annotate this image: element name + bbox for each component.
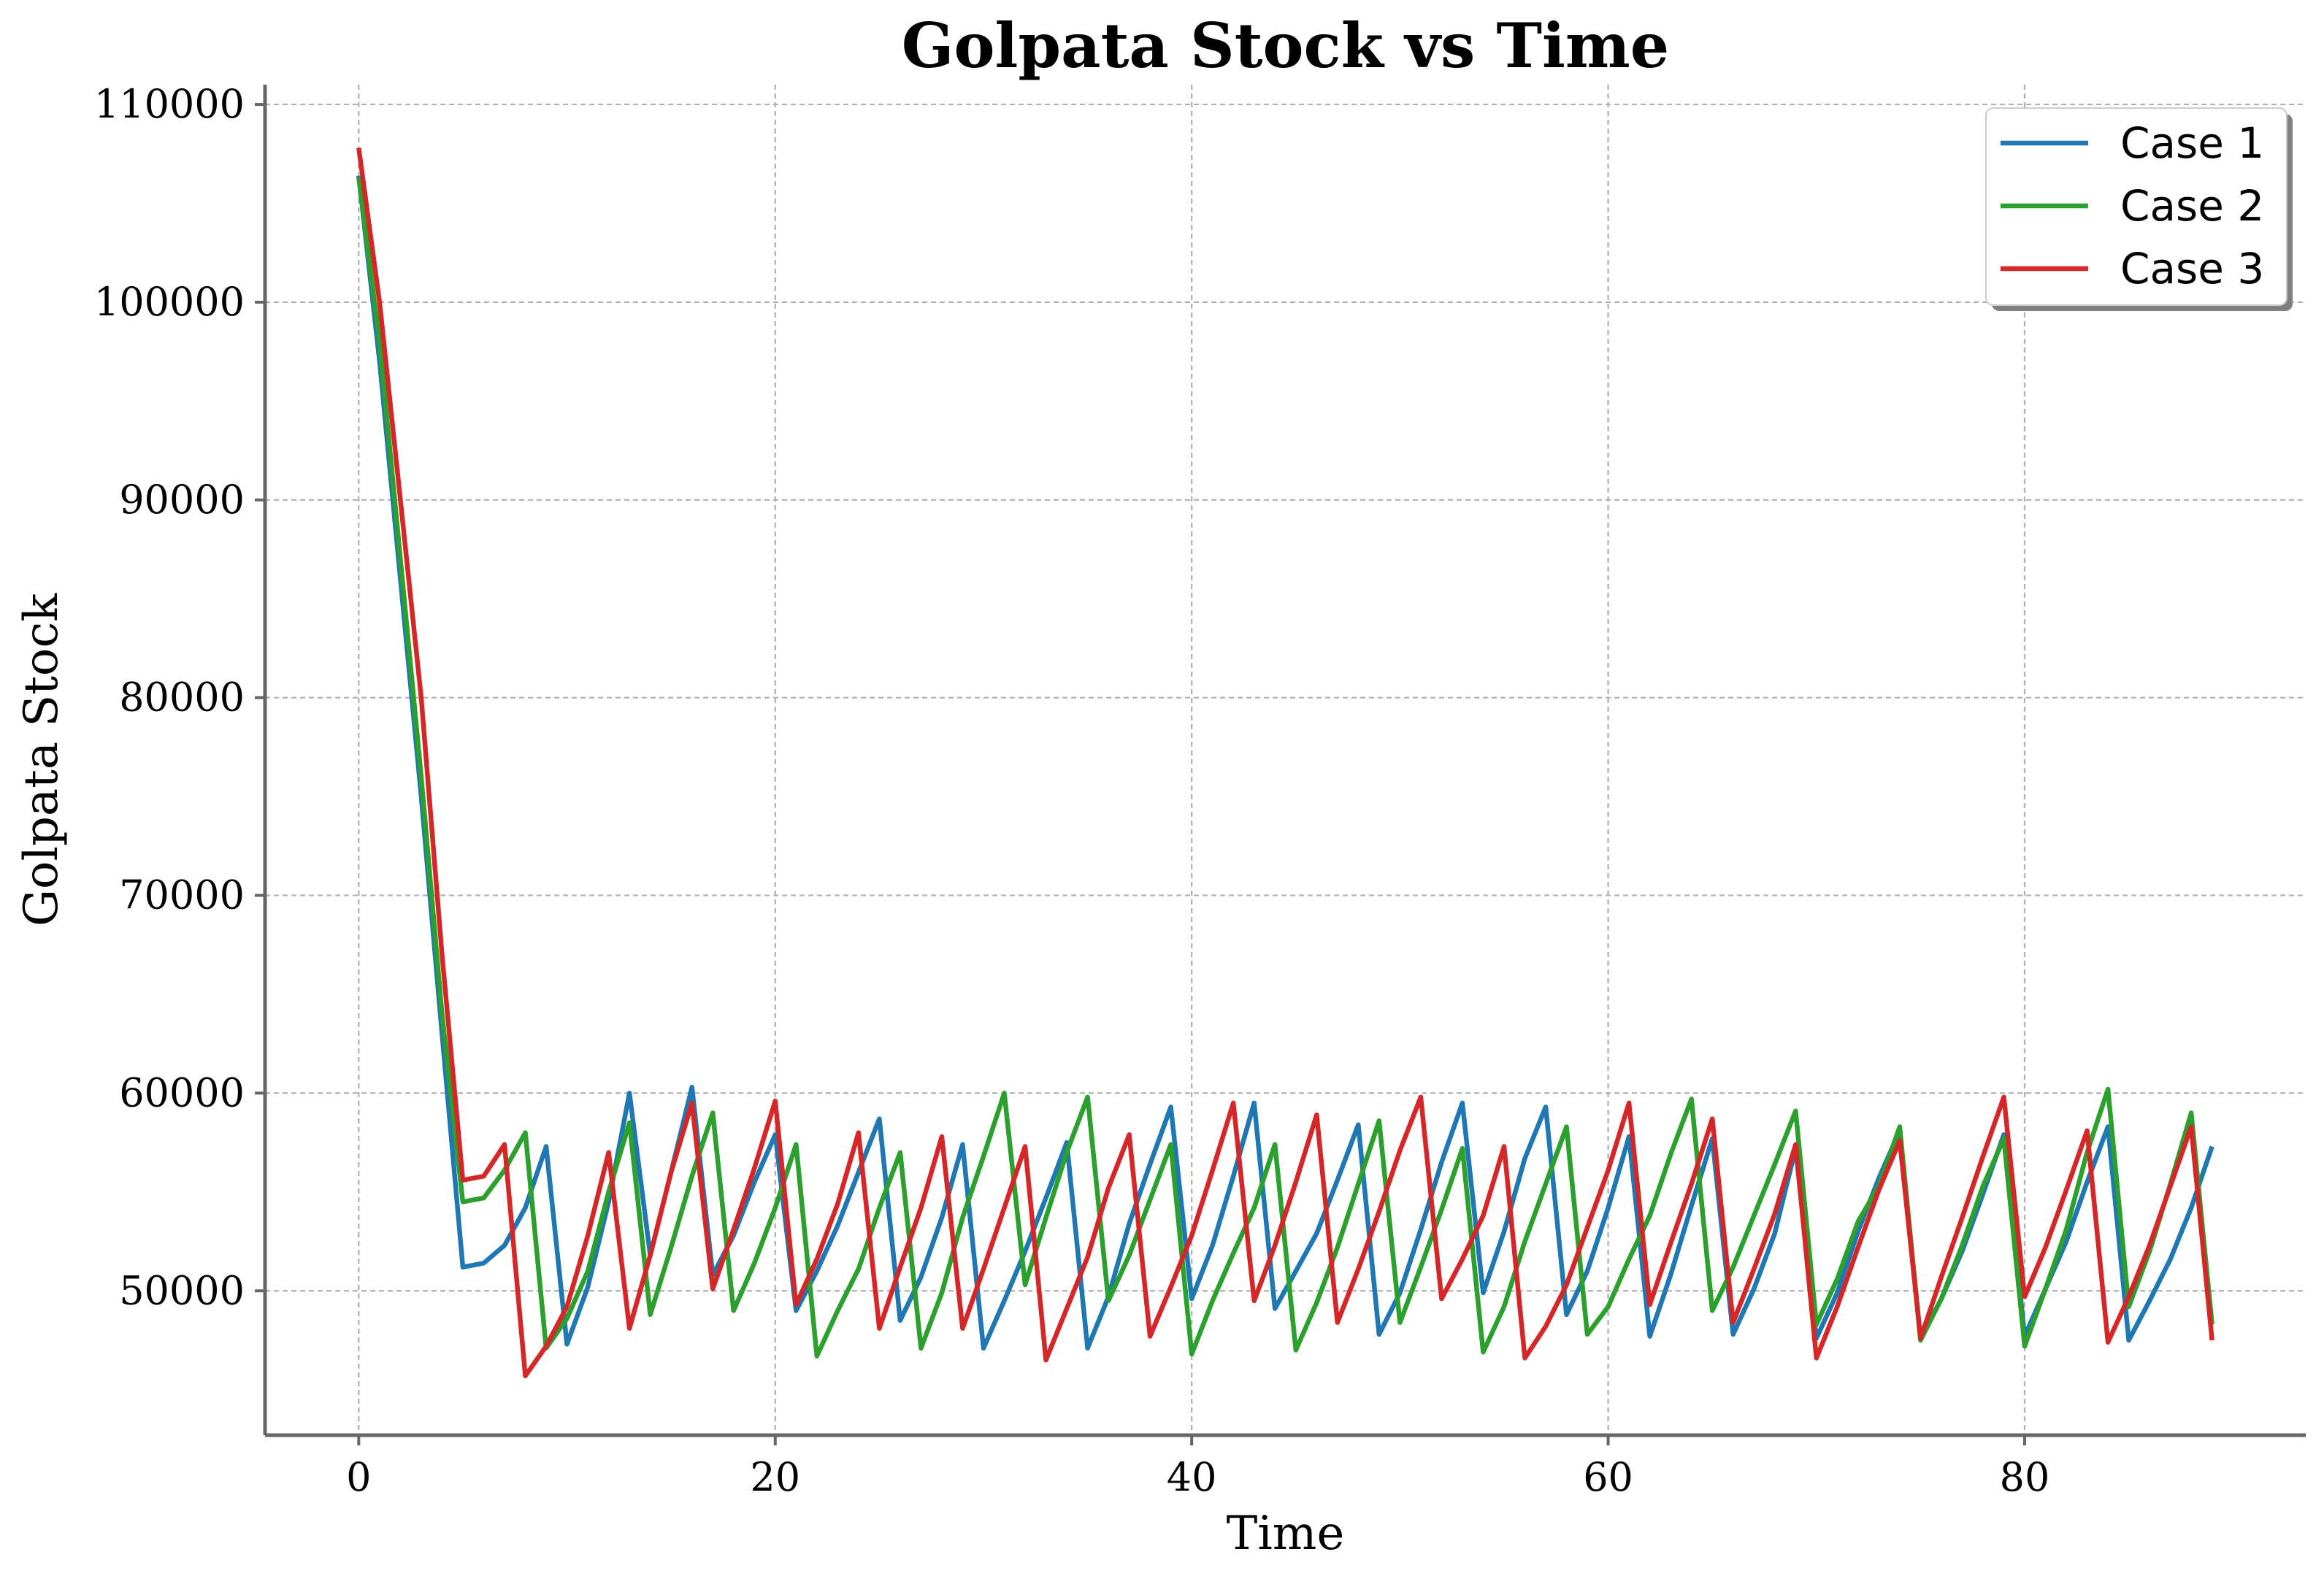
legend: Case 1 Case 2 Case 3 bbox=[1985, 107, 2293, 311]
legend-label-case-1: Case 1 bbox=[2120, 118, 2264, 168]
legend-box bbox=[1985, 107, 2287, 306]
y-tick-label: 80000 bbox=[119, 675, 245, 721]
x-tick-label: 40 bbox=[1167, 1454, 1217, 1500]
legend-label-case-3: Case 3 bbox=[2120, 244, 2264, 293]
legend-label-case-2: Case 2 bbox=[2120, 181, 2264, 231]
y-tick-label: 60000 bbox=[119, 1069, 245, 1115]
y-tick-label: 100000 bbox=[94, 279, 245, 325]
y-axis-label: Golpata Stock bbox=[15, 593, 69, 926]
y-tick-label: 90000 bbox=[119, 477, 245, 523]
y-tick-label: 50000 bbox=[119, 1267, 245, 1313]
x-axis-label: Time bbox=[1227, 1507, 1345, 1561]
x-tick-label: 60 bbox=[1583, 1454, 1633, 1500]
x-tick-label: 0 bbox=[346, 1454, 371, 1500]
y-tick-label: 70000 bbox=[119, 872, 245, 918]
series-lines bbox=[356, 147, 2214, 1378]
chart-title: Golpata Stock vs Time bbox=[902, 9, 1669, 82]
x-tick-label: 80 bbox=[2000, 1454, 2050, 1500]
y-tick-label: 110000 bbox=[94, 81, 245, 127]
series-line-case-3 bbox=[356, 147, 2214, 1378]
axes: 0 20 40 60 80 50000 60000 70000 80000 90000 100000… bbox=[94, 81, 2306, 1500]
series-line-case-2 bbox=[356, 177, 2214, 1359]
x-tick-label: 20 bbox=[750, 1454, 800, 1500]
